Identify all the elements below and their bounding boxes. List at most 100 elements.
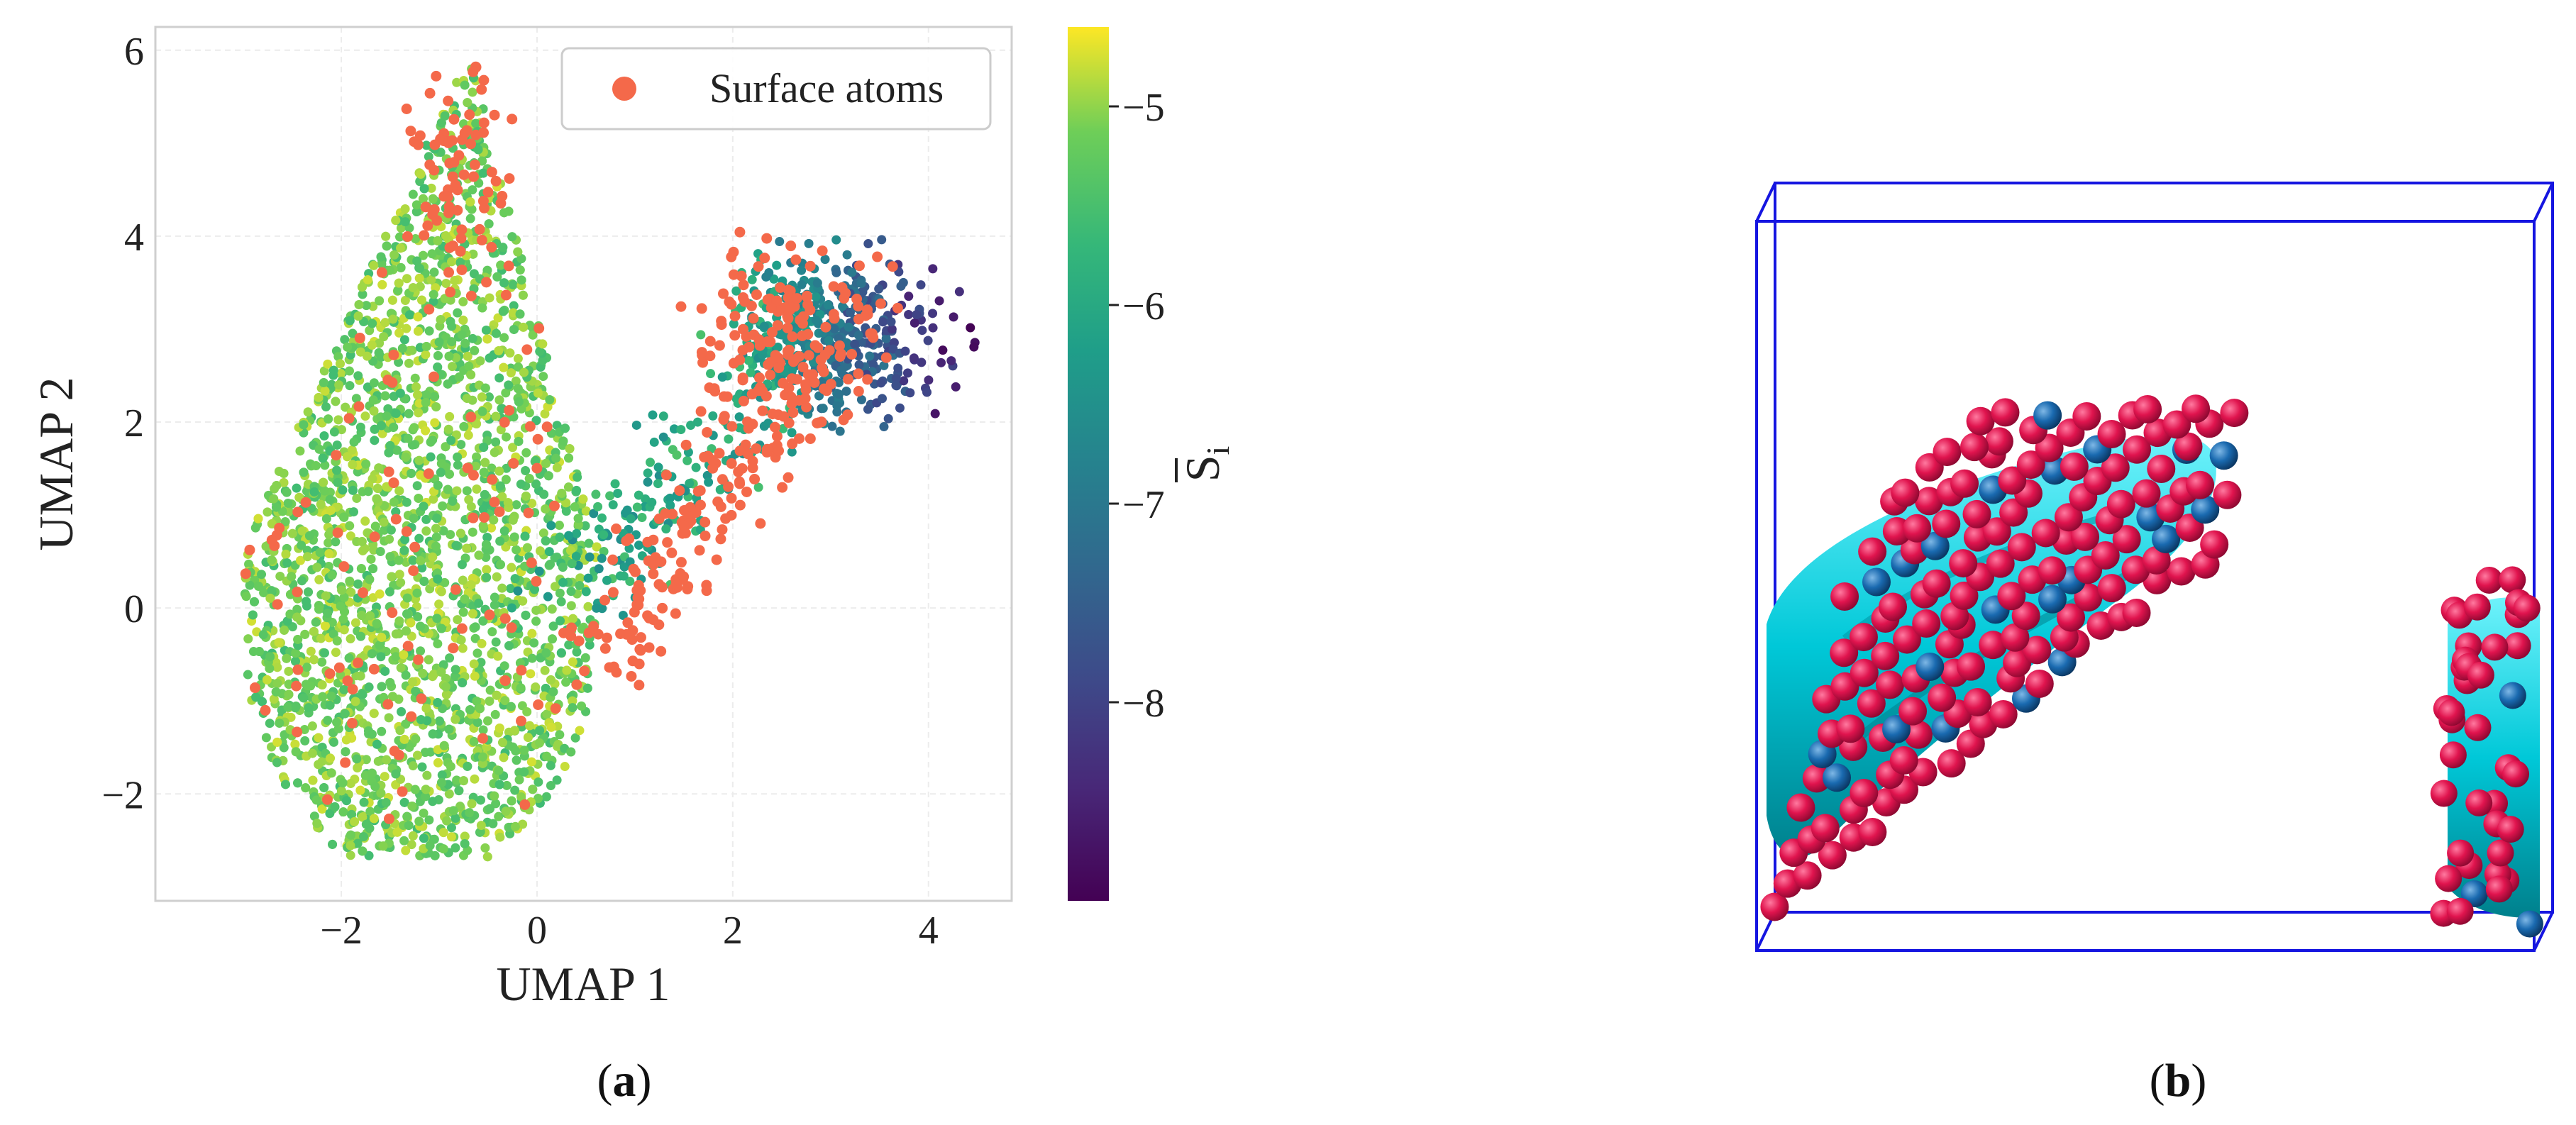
data-point (269, 494, 279, 504)
data-point (466, 580, 476, 589)
data-point (734, 412, 744, 422)
surface-atom-point (516, 665, 527, 676)
surface-atom-point (680, 439, 692, 450)
surface-atom-point (783, 417, 795, 428)
data-point (546, 780, 555, 790)
surface-atom-point (775, 282, 786, 293)
red-atom (2025, 669, 2054, 698)
data-point (490, 709, 500, 719)
data-point (433, 480, 443, 490)
data-point (417, 762, 427, 772)
data-point (482, 572, 492, 582)
data-point (392, 445, 402, 455)
data-point (349, 437, 359, 447)
surface-atom-point (429, 371, 440, 382)
surface-atom-point (726, 299, 737, 310)
data-point (375, 641, 385, 650)
data-point (369, 260, 379, 270)
data-point (634, 490, 643, 500)
data-point (868, 360, 878, 370)
data-point (345, 381, 355, 391)
surface-atom-point (383, 466, 394, 477)
data-point (303, 587, 313, 597)
red-atom (2220, 399, 2249, 428)
data-point (541, 458, 551, 468)
data-point (400, 204, 410, 214)
surface-atom-point (611, 523, 622, 535)
data-point (482, 852, 492, 862)
data-point (438, 526, 448, 536)
data-point (531, 455, 541, 465)
data-point (912, 309, 922, 319)
data-point (391, 507, 401, 517)
data-point (381, 231, 391, 241)
data-point (320, 486, 330, 496)
data-point (706, 369, 716, 379)
data-point (797, 279, 807, 289)
data-point (361, 301, 371, 311)
data-point (432, 514, 442, 523)
red-atom (2001, 623, 2030, 652)
data-point (339, 592, 349, 602)
data-point (265, 652, 275, 662)
data-point (922, 387, 932, 397)
data-point (539, 489, 549, 499)
data-point (287, 528, 297, 538)
data-point (282, 487, 292, 497)
surface-atom-point (717, 474, 728, 485)
data-point (485, 685, 495, 695)
data-point (428, 552, 438, 562)
surface-atom-point (453, 150, 465, 161)
surface-atom-point (464, 109, 475, 121)
data-point (499, 362, 509, 372)
data-point (527, 628, 537, 638)
surface-atom-point (734, 354, 746, 365)
colorbar-label-main: S (1176, 455, 1229, 482)
data-point (368, 564, 378, 574)
data-point (428, 797, 438, 807)
data-point (938, 345, 948, 355)
data-point (410, 785, 420, 794)
data-point (391, 409, 401, 419)
data-point (450, 665, 460, 675)
surface-atom-point (717, 524, 728, 536)
red-atom (2106, 489, 2135, 519)
data-point (407, 840, 416, 850)
blue-atom (2516, 910, 2543, 938)
data-point (538, 528, 548, 538)
data-point (494, 345, 504, 355)
data-point (416, 295, 426, 305)
data-point (418, 194, 428, 204)
data-point (315, 548, 325, 558)
data-point (370, 436, 380, 445)
data-point (665, 500, 675, 510)
x-axis-ticks: −2 0 2 4 (320, 909, 938, 953)
surface-atom-point (853, 314, 864, 325)
surface-atom-point (670, 608, 681, 619)
data-point (528, 785, 538, 794)
data-point (318, 453, 328, 463)
data-point (512, 500, 521, 510)
svg-text:Si: Si (1176, 446, 1236, 482)
data-point (545, 395, 555, 405)
data-point (380, 772, 389, 782)
surface-atom-point (696, 347, 707, 358)
data-point (434, 599, 444, 609)
data-point (485, 804, 495, 814)
red-atom (2475, 566, 2503, 594)
data-point (558, 436, 568, 446)
red-atom (2499, 566, 2526, 594)
data-point (431, 523, 441, 533)
data-point (534, 794, 543, 804)
data-point (391, 629, 401, 639)
surface-atom-point (429, 165, 440, 176)
data-point (509, 324, 519, 334)
data-point (863, 239, 873, 249)
red-atom (1932, 509, 1961, 538)
data-point (441, 682, 450, 692)
legend: Surface atoms (560, 47, 992, 131)
data-point (331, 537, 341, 547)
surface-atom-point (742, 416, 753, 428)
surface-atom-point (800, 384, 812, 395)
red-atom (1912, 609, 1941, 638)
